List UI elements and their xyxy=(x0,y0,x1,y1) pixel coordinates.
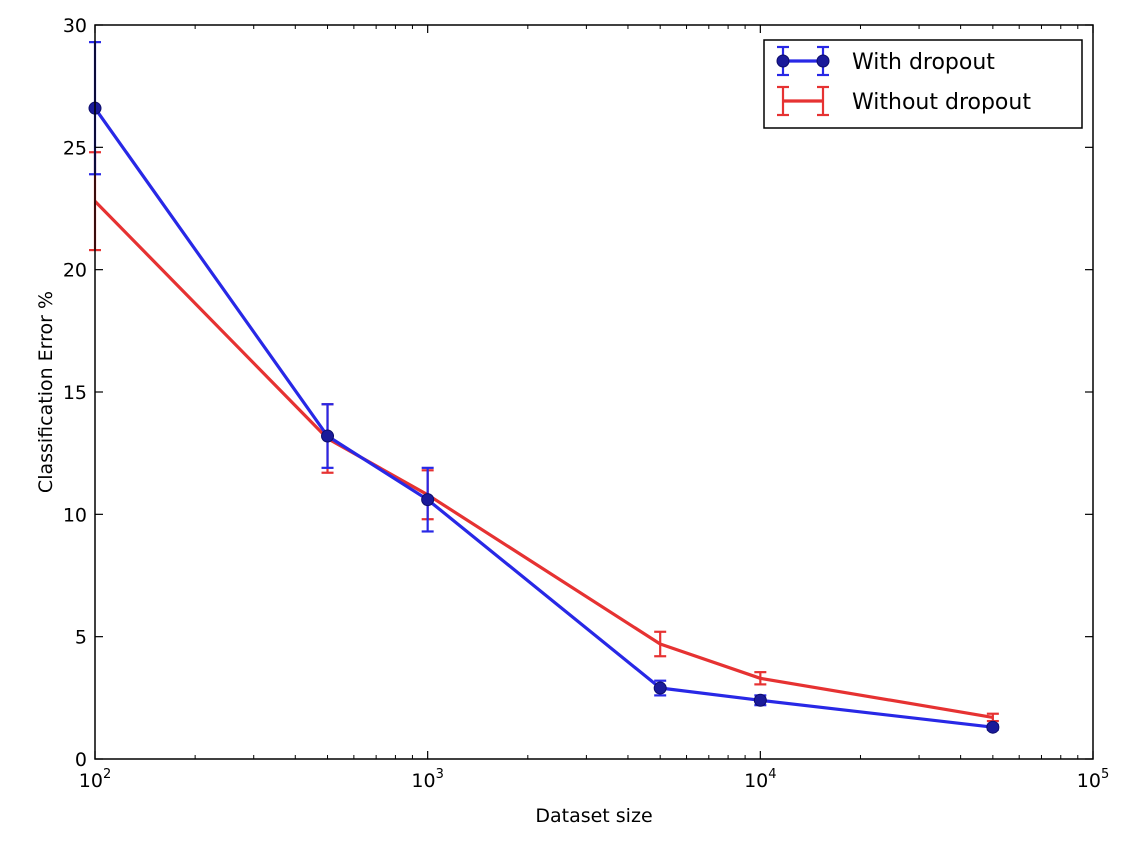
x-tick-label: 102 xyxy=(79,767,111,792)
x-tick-label: 103 xyxy=(411,767,443,792)
x-axis-label: Dataset size xyxy=(535,805,652,827)
x-tick-label: 105 xyxy=(1077,767,1109,792)
data-point xyxy=(321,429,335,443)
data-point xyxy=(986,720,1000,734)
y-tick-label: 20 xyxy=(63,260,87,282)
y-axis-label: Classification Error % xyxy=(35,291,57,493)
ticks-layer: 0 5 10 15 20 25 30 102 103 104 105 xyxy=(63,15,1109,792)
legend-label: Without dropout xyxy=(852,90,1031,115)
error-bar xyxy=(754,671,767,686)
y-tick-label: 10 xyxy=(63,504,87,526)
legend-entry-without-dropout: Without dropout xyxy=(777,85,1031,117)
plot-frame xyxy=(94,24,1094,760)
legend-box xyxy=(763,39,1083,129)
x-tick-label: 104 xyxy=(744,767,776,792)
y-tick-label: 15 xyxy=(63,382,87,404)
data-point xyxy=(421,493,435,507)
legend-marker xyxy=(816,54,830,68)
series-without-dropout xyxy=(89,151,999,723)
legend-label: With dropout xyxy=(852,50,995,75)
y-tick-label: 25 xyxy=(63,137,87,159)
data-point xyxy=(753,693,767,707)
series-with-dropout xyxy=(88,41,1000,734)
data-point xyxy=(653,681,667,695)
series-line xyxy=(93,107,994,729)
y-tick-label: 5 xyxy=(75,627,87,649)
y-tick-label: 30 xyxy=(63,15,87,37)
legend-marker xyxy=(776,54,790,68)
series-line xyxy=(93,200,994,719)
series-layer xyxy=(88,41,1000,734)
y-tick-label: 0 xyxy=(75,749,87,771)
error-bar xyxy=(654,630,667,658)
legend-entry-with-dropout: With dropout xyxy=(776,45,995,77)
legend: With dropout Without dropout xyxy=(763,39,1083,129)
